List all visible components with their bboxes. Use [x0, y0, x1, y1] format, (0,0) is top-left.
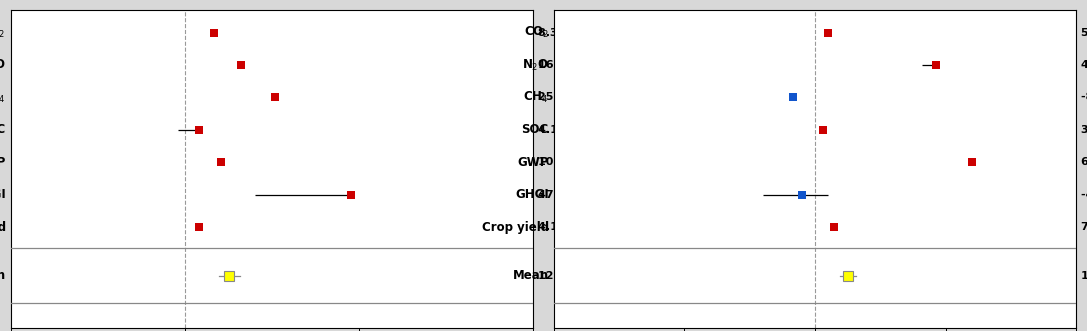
Text: Mean: Mean: [0, 269, 5, 282]
Text: SOC: SOC: [522, 123, 549, 136]
Text: N$_2$O: N$_2$O: [522, 58, 549, 72]
Text: 12.7% n(2787): 12.7% n(2787): [1082, 271, 1087, 281]
Text: CO$_2$: CO$_2$: [0, 25, 5, 40]
Text: N$_2$O: N$_2$O: [0, 58, 5, 72]
Text: 47.7% n(89): 47.7% n(89): [538, 190, 614, 200]
Text: Crop yield: Crop yield: [0, 221, 5, 234]
Text: Mean: Mean: [513, 269, 549, 282]
Text: CH$_4$: CH$_4$: [523, 90, 549, 105]
Text: 3% n(113): 3% n(113): [1082, 125, 1087, 135]
Text: GWP: GWP: [517, 156, 549, 169]
Text: 16.2% n(272): 16.2% n(272): [538, 60, 622, 70]
Text: GHGI: GHGI: [515, 188, 549, 201]
Text: -8.6% n(364): -8.6% n(364): [1082, 92, 1087, 103]
Text: Crop yield: Crop yield: [482, 221, 549, 234]
Text: 8.3% n(96): 8.3% n(96): [538, 27, 607, 38]
Text: 4.1% n(284): 4.1% n(284): [538, 222, 614, 232]
Text: 10.5% n(164): 10.5% n(164): [538, 157, 622, 167]
Text: 25.9% n(254): 25.9% n(254): [538, 92, 622, 103]
Text: -4.9% n(148): -4.9% n(148): [1082, 190, 1087, 200]
Text: 12.7% n(1240): 12.7% n(1240): [538, 271, 629, 281]
Text: CO$_2$: CO$_2$: [524, 25, 549, 40]
Text: GWP: GWP: [0, 156, 5, 169]
Text: 4.1% n(81): 4.1% n(81): [538, 125, 607, 135]
Text: CH$_4$: CH$_4$: [0, 90, 5, 105]
Text: SOC: SOC: [0, 123, 5, 136]
Text: 60% n(326): 60% n(326): [1082, 157, 1087, 167]
Text: GHGI: GHGI: [0, 188, 5, 201]
Text: 7.3% n(647): 7.3% n(647): [1082, 222, 1087, 232]
Text: 46.2% n(910): 46.2% n(910): [1082, 60, 1087, 70]
Text: 5.1% n(279): 5.1% n(279): [1082, 27, 1087, 38]
